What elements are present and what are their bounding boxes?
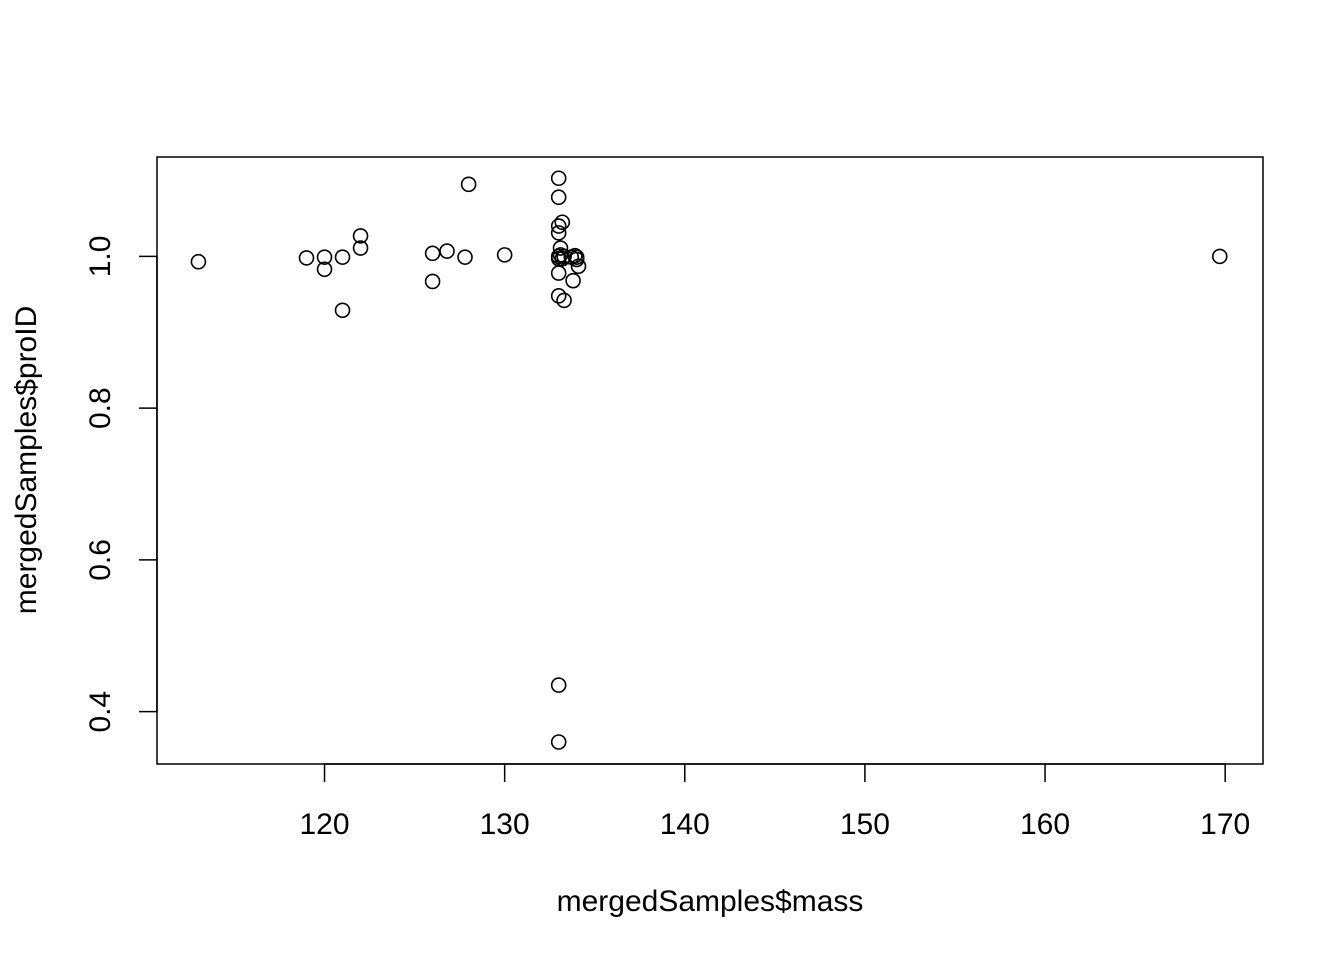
x-tick-label: 120 [299, 808, 349, 841]
x-tick-label: 140 [660, 808, 710, 841]
data-point [550, 225, 567, 241]
data-point [352, 228, 369, 244]
data-point [550, 288, 567, 304]
data-point [550, 218, 567, 234]
x-tick-label: 130 [480, 808, 530, 841]
y-tick-label: 0.8 [84, 387, 117, 429]
data-points [190, 170, 1228, 750]
y-tick-label: 0.4 [84, 691, 117, 733]
data-point [554, 214, 571, 231]
data-point [424, 273, 441, 290]
data-point [190, 253, 207, 270]
data-point [556, 292, 572, 309]
data-point [298, 250, 315, 266]
y-axis-title: mergedSamples$proID [10, 306, 43, 614]
data-point [1211, 248, 1228, 265]
data-point [316, 261, 333, 278]
x-tick-label: 150 [840, 808, 890, 841]
data-point [552, 240, 569, 256]
y-tick-label: 1.0 [84, 236, 117, 278]
data-point [439, 243, 455, 259]
x-axis-title: mergedSamples$mass [557, 885, 864, 918]
y-tick-label: 0.6 [84, 539, 117, 581]
data-point [550, 170, 567, 187]
x-tick-label: 160 [1020, 808, 1070, 841]
data-point [457, 249, 473, 265]
data-point [424, 245, 441, 262]
data-point [568, 251, 585, 268]
data-point [550, 677, 567, 693]
data-point [550, 265, 567, 281]
y-axis: 0.4 0.6 0.8 1.0 [84, 236, 158, 733]
data-point [334, 249, 351, 265]
data-point [550, 734, 567, 750]
data-point [352, 240, 369, 256]
data-point [565, 272, 581, 289]
data-point [316, 249, 333, 265]
plot-frame [156, 156, 1264, 765]
data-point [570, 258, 587, 275]
x-tick-label: 170 [1200, 808, 1250, 841]
data-point [460, 176, 477, 193]
x-axis: 120 130 140 150 160 170 [299, 763, 1250, 841]
data-point [334, 302, 351, 319]
data-point [496, 247, 513, 263]
data-point [550, 189, 567, 206]
